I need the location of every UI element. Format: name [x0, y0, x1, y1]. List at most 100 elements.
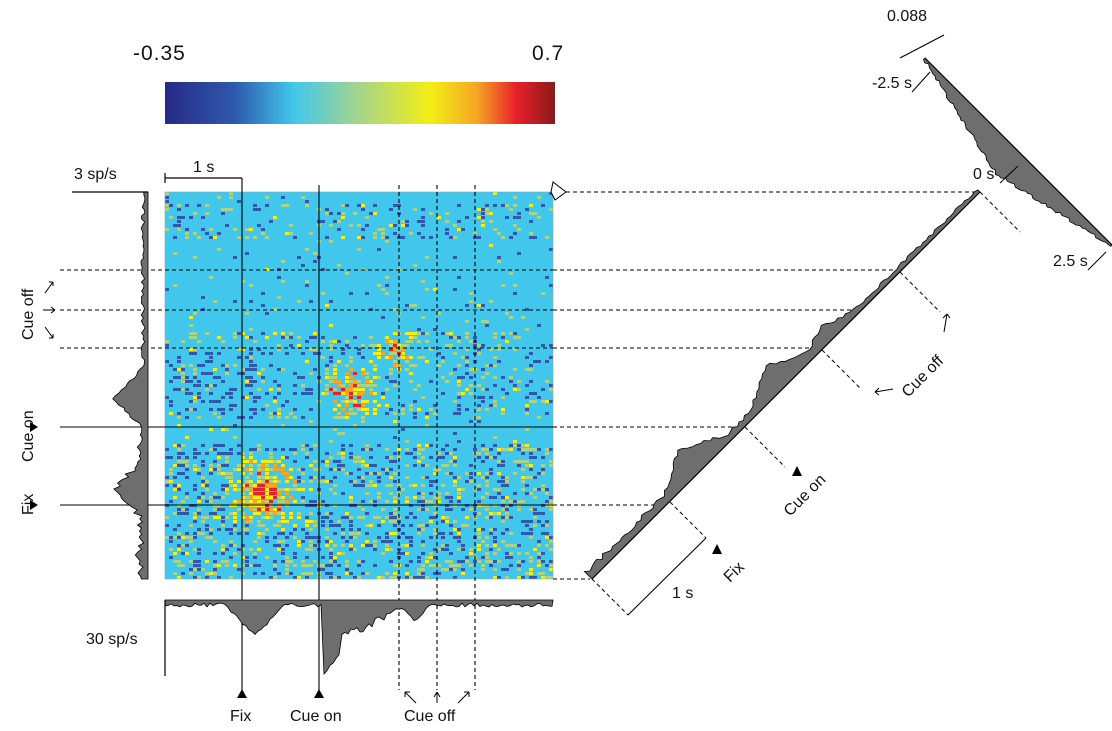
heatmap-cell	[513, 564, 517, 567]
heatmap-cell	[189, 576, 193, 579]
heatmap-cell	[349, 368, 353, 371]
heatmap-cell	[397, 204, 401, 207]
heatmap-cell	[509, 216, 513, 219]
heatmap-cell	[257, 508, 261, 511]
heatmap-cell	[541, 544, 545, 547]
heatmap-cell	[281, 528, 285, 531]
heatmap-cell	[457, 380, 461, 383]
heatmap-cell	[517, 516, 521, 519]
heatmap-cell	[433, 480, 437, 483]
heatmap-cell	[365, 388, 369, 391]
heatmap-cell	[405, 372, 409, 375]
heatmap-cell	[181, 452, 185, 455]
heatmap-cell	[405, 440, 409, 443]
heatmap-cell	[341, 488, 345, 491]
heatmap-cell	[377, 356, 381, 359]
heatmap-cell	[345, 272, 349, 275]
heatmap-cell	[293, 488, 297, 491]
heatmap-cell	[345, 392, 349, 395]
heatmap-cell	[253, 412, 257, 415]
heatmap-cell	[269, 512, 273, 515]
heatmap-cell	[397, 468, 401, 471]
heatmap-cell	[181, 252, 185, 255]
heatmap-cell	[529, 492, 533, 495]
heatmap-cell	[257, 488, 261, 491]
heatmap-cell	[321, 412, 325, 415]
heatmap-cell	[509, 512, 513, 515]
heatmap-cell	[457, 376, 461, 379]
heatmap-cell	[185, 548, 189, 551]
heatmap-cell	[329, 456, 333, 459]
heatmap-cell	[429, 536, 433, 539]
heatmap-cell	[349, 360, 353, 363]
heatmap-cell	[413, 480, 417, 483]
heatmap-cell	[241, 396, 245, 399]
heatmap-cell	[225, 548, 229, 551]
heatmap-cell	[385, 376, 389, 379]
heatmap-cell	[381, 524, 385, 527]
heatmap-cell	[269, 484, 273, 487]
heatmap-cell	[225, 316, 229, 319]
heatmap-cell	[189, 248, 193, 251]
heatmap-cell	[545, 500, 549, 503]
heatmap-cell	[213, 300, 217, 303]
heatmap-cell	[509, 448, 513, 451]
heatmap-cell	[233, 376, 237, 379]
heatmap-cell	[185, 396, 189, 399]
heatmap-cell	[321, 556, 325, 559]
heatmap-cell	[277, 392, 281, 395]
heatmap-cell	[233, 568, 237, 571]
heatmap-cell	[465, 540, 469, 543]
heatmap-cell	[409, 532, 413, 535]
heatmap-cell	[305, 512, 309, 515]
heatmap-cell	[517, 500, 521, 503]
heatmap-cell	[437, 572, 441, 575]
heatmap-cell	[165, 572, 169, 575]
heatmap-cell	[513, 348, 517, 351]
heatmap-cell	[537, 352, 541, 355]
heatmap-cell	[361, 388, 365, 391]
heatmap-cell	[449, 460, 453, 463]
heatmap-cell	[337, 384, 341, 387]
heatmap-cell	[297, 512, 301, 515]
heatmap-cell	[209, 468, 213, 471]
heatmap-cell	[257, 208, 261, 211]
heatmap-cell	[413, 336, 417, 339]
heatmap-cell	[529, 232, 533, 235]
heatmap-cell	[193, 572, 197, 575]
heatmap-cell	[449, 568, 453, 571]
heatmap-cell	[513, 468, 517, 471]
heatmap-cell	[401, 220, 405, 223]
heatmap-cell	[249, 220, 253, 223]
heatmap-cell	[445, 548, 449, 551]
heatmap-cell	[181, 544, 185, 547]
heatmap-cell	[489, 244, 493, 247]
heatmap-cell	[265, 368, 269, 371]
heatmap-cell	[425, 464, 429, 467]
heatmap-cell	[269, 516, 273, 519]
heatmap-cell	[213, 568, 217, 571]
heatmap-cell	[457, 552, 461, 555]
heatmap-cell	[233, 528, 237, 531]
heatmap-cell	[365, 448, 369, 451]
heatmap-cell	[497, 544, 501, 547]
heatmap-cell	[237, 484, 241, 487]
heatmap-cell	[477, 404, 481, 407]
heatmap-cell	[301, 352, 305, 355]
heatmap-cell	[305, 500, 309, 503]
heatmap-cell	[217, 444, 221, 447]
heatmap-cell	[325, 512, 329, 515]
heatmap-cell	[349, 544, 353, 547]
heatmap-cell	[457, 228, 461, 231]
heatmap-cell	[485, 208, 489, 211]
heatmap-cell	[273, 308, 277, 311]
heatmap-cell	[509, 472, 513, 475]
heatmap-cell	[421, 552, 425, 555]
heatmap-cell	[365, 408, 369, 411]
heatmap-cell	[485, 400, 489, 403]
heatmap-cell	[221, 496, 225, 499]
heatmap-cell	[301, 344, 305, 347]
heatmap-cell	[437, 216, 441, 219]
heatmap-cell	[541, 484, 545, 487]
heatmap-cell	[285, 416, 289, 419]
